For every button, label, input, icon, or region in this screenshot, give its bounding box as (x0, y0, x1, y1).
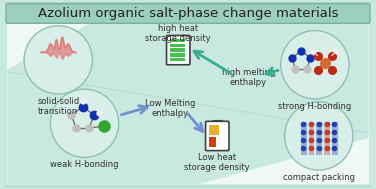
Bar (170, 58, 185, 61)
Bar (324, 122, 329, 153)
FancyBboxPatch shape (206, 121, 229, 151)
Bar (170, 44, 185, 47)
FancyBboxPatch shape (6, 4, 370, 23)
Text: strong H-bonding: strong H-bonding (278, 102, 352, 111)
Bar (301, 122, 306, 153)
Bar (309, 122, 313, 153)
Bar (174, 35, 182, 36)
Bar (170, 39, 185, 42)
Text: high melting
enthalpy: high melting enthalpy (222, 68, 275, 87)
Circle shape (24, 26, 92, 94)
Circle shape (50, 89, 119, 157)
Circle shape (281, 31, 349, 99)
Text: weak H-bonding: weak H-bonding (50, 160, 119, 169)
Bar (213, 120, 221, 122)
Bar (316, 122, 321, 153)
Bar (170, 48, 185, 52)
Text: high heat
storage density: high heat storage density (146, 24, 211, 43)
Text: Azolium organic salt-phase change materials: Azolium organic salt-phase change materi… (38, 7, 338, 19)
Text: Low Melting
enthalpy: Low Melting enthalpy (145, 99, 196, 118)
FancyBboxPatch shape (4, 1, 372, 188)
Polygon shape (8, 22, 368, 184)
Circle shape (285, 102, 353, 170)
FancyBboxPatch shape (167, 36, 190, 65)
Bar (332, 122, 337, 153)
Polygon shape (8, 22, 368, 184)
Bar (170, 53, 185, 57)
Bar (209, 137, 215, 147)
Text: compact packing: compact packing (283, 173, 355, 182)
Text: solid-solid
transition: solid-solid transition (37, 97, 79, 116)
Text: Low heat
storage density: Low heat storage density (185, 153, 250, 172)
Bar (209, 125, 219, 135)
FancyBboxPatch shape (6, 4, 370, 21)
